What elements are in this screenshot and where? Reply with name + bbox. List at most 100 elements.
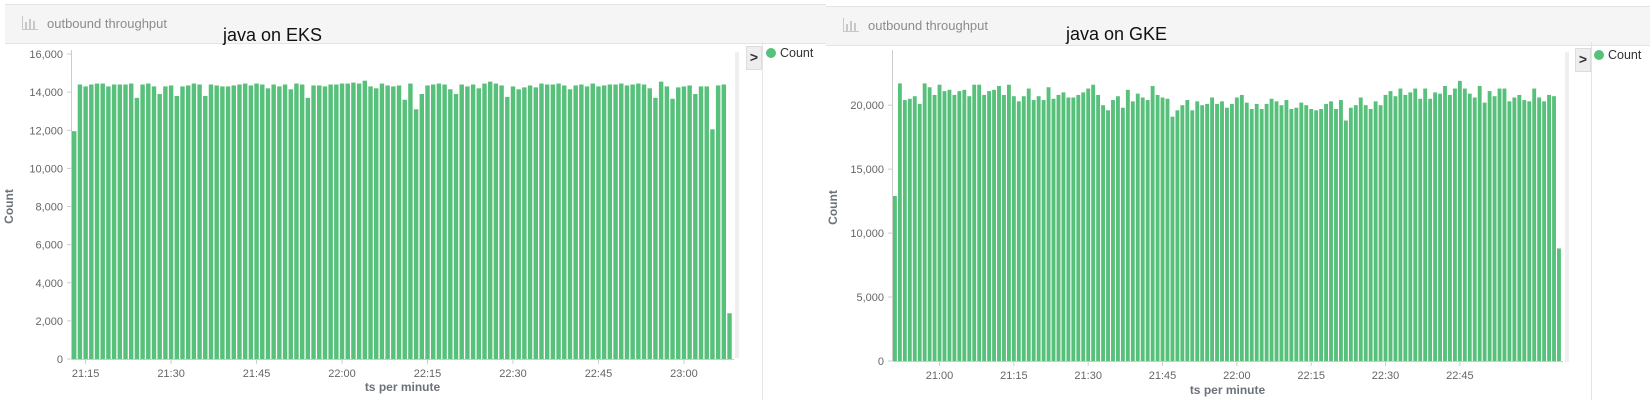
bar bbox=[180, 86, 185, 359]
bar bbox=[1378, 105, 1383, 361]
bar bbox=[613, 84, 618, 359]
bar bbox=[1125, 89, 1130, 361]
bar bbox=[1036, 96, 1041, 362]
bar bbox=[1547, 94, 1551, 362]
y-tick-label: 12,000 bbox=[29, 125, 63, 137]
legend-label: Count bbox=[1608, 48, 1642, 62]
bar bbox=[1527, 101, 1532, 361]
bar bbox=[1239, 94, 1244, 362]
chart-scrollbar[interactable] bbox=[735, 52, 739, 358]
y-tick-label: 14,000 bbox=[29, 87, 63, 99]
bar bbox=[1522, 100, 1527, 362]
bar bbox=[1363, 105, 1368, 361]
bar bbox=[1076, 94, 1081, 362]
bar bbox=[322, 86, 328, 359]
bar bbox=[522, 87, 527, 360]
x-tick-label: 22:15 bbox=[414, 368, 442, 380]
bar bbox=[220, 86, 225, 359]
bar bbox=[1140, 97, 1145, 362]
bar bbox=[1101, 105, 1105, 361]
bar bbox=[185, 85, 191, 359]
bar-chart: 0 2,000 4,000 6,000 8,000 10,000 12,000 14,000 1… bbox=[2, 49, 734, 394]
legend-item-count[interactable]: Count bbox=[766, 46, 813, 60]
bar bbox=[1448, 94, 1452, 362]
bar bbox=[1443, 85, 1447, 361]
bar bbox=[1200, 105, 1205, 361]
x-tick-label: 22:00 bbox=[328, 368, 356, 380]
bar bbox=[1264, 103, 1269, 361]
bar bbox=[413, 109, 419, 359]
bar bbox=[1482, 102, 1487, 362]
bar bbox=[997, 85, 1001, 361]
bar bbox=[1457, 80, 1462, 362]
chart-annotation: java on GKE bbox=[1066, 24, 1168, 44]
bar bbox=[505, 96, 510, 359]
bar bbox=[197, 84, 202, 359]
bar bbox=[902, 100, 907, 362]
legend-divider bbox=[762, 42, 763, 400]
bar bbox=[1041, 100, 1046, 362]
x-axis-label: ts per minute bbox=[365, 380, 441, 394]
bar bbox=[1195, 101, 1200, 361]
panel-header: outbound throughput bbox=[826, 6, 1650, 46]
bar bbox=[425, 85, 430, 359]
bar bbox=[1279, 105, 1284, 361]
y-tick-label: 8,000 bbox=[35, 202, 63, 214]
bar bbox=[1552, 96, 1556, 362]
bar bbox=[305, 97, 311, 359]
bar bbox=[1274, 101, 1279, 361]
bar bbox=[317, 85, 322, 359]
bar bbox=[698, 86, 704, 359]
bar bbox=[1339, 100, 1343, 362]
bar bbox=[1116, 96, 1120, 362]
legend-color-dot bbox=[766, 48, 776, 58]
bar bbox=[510, 86, 516, 359]
legend-toggle-button[interactable]: > bbox=[1575, 48, 1591, 72]
bar bbox=[1368, 109, 1373, 361]
x-tick-label: 21:15 bbox=[72, 368, 100, 380]
bar-chart-icon bbox=[843, 18, 859, 32]
bar bbox=[937, 84, 942, 361]
bar bbox=[430, 84, 436, 359]
chart-scrollbar[interactable] bbox=[1565, 52, 1569, 362]
x-tick-label: 21:30 bbox=[157, 368, 185, 380]
bar bbox=[334, 84, 339, 359]
bar bbox=[140, 84, 145, 359]
bar bbox=[391, 86, 396, 359]
x-tick-label: 21:15 bbox=[1000, 370, 1028, 382]
bar bbox=[710, 129, 715, 359]
bar bbox=[174, 95, 180, 359]
bar bbox=[151, 86, 157, 359]
bar bbox=[893, 195, 897, 361]
bar bbox=[1051, 98, 1056, 362]
bar bbox=[362, 80, 368, 359]
y-tick-label: 0 bbox=[878, 356, 884, 368]
legend-item-count[interactable]: Count bbox=[1594, 48, 1641, 62]
bar bbox=[1150, 85, 1155, 361]
bar bbox=[1046, 87, 1051, 361]
bar bbox=[596, 86, 601, 359]
bar bbox=[624, 85, 630, 359]
bar bbox=[271, 84, 276, 359]
bar bbox=[277, 86, 282, 359]
bar bbox=[499, 85, 504, 359]
bar bbox=[1348, 107, 1353, 361]
bar bbox=[957, 91, 962, 361]
bar bbox=[470, 84, 476, 359]
bar bbox=[459, 84, 464, 359]
bar bbox=[1021, 96, 1026, 362]
bar bbox=[932, 94, 937, 362]
bar bbox=[282, 84, 288, 359]
bar bbox=[214, 85, 219, 359]
bar bbox=[157, 94, 162, 359]
bar bbox=[636, 83, 641, 360]
bar bbox=[1467, 93, 1472, 362]
bar bbox=[584, 86, 590, 359]
bar bbox=[1091, 84, 1096, 361]
bar bbox=[288, 89, 293, 360]
legend-toggle-button[interactable]: > bbox=[746, 46, 762, 70]
bar bbox=[1309, 109, 1314, 361]
bar bbox=[1249, 109, 1254, 361]
bar bbox=[670, 98, 675, 360]
x-tick-label: 22:15 bbox=[1297, 370, 1325, 382]
